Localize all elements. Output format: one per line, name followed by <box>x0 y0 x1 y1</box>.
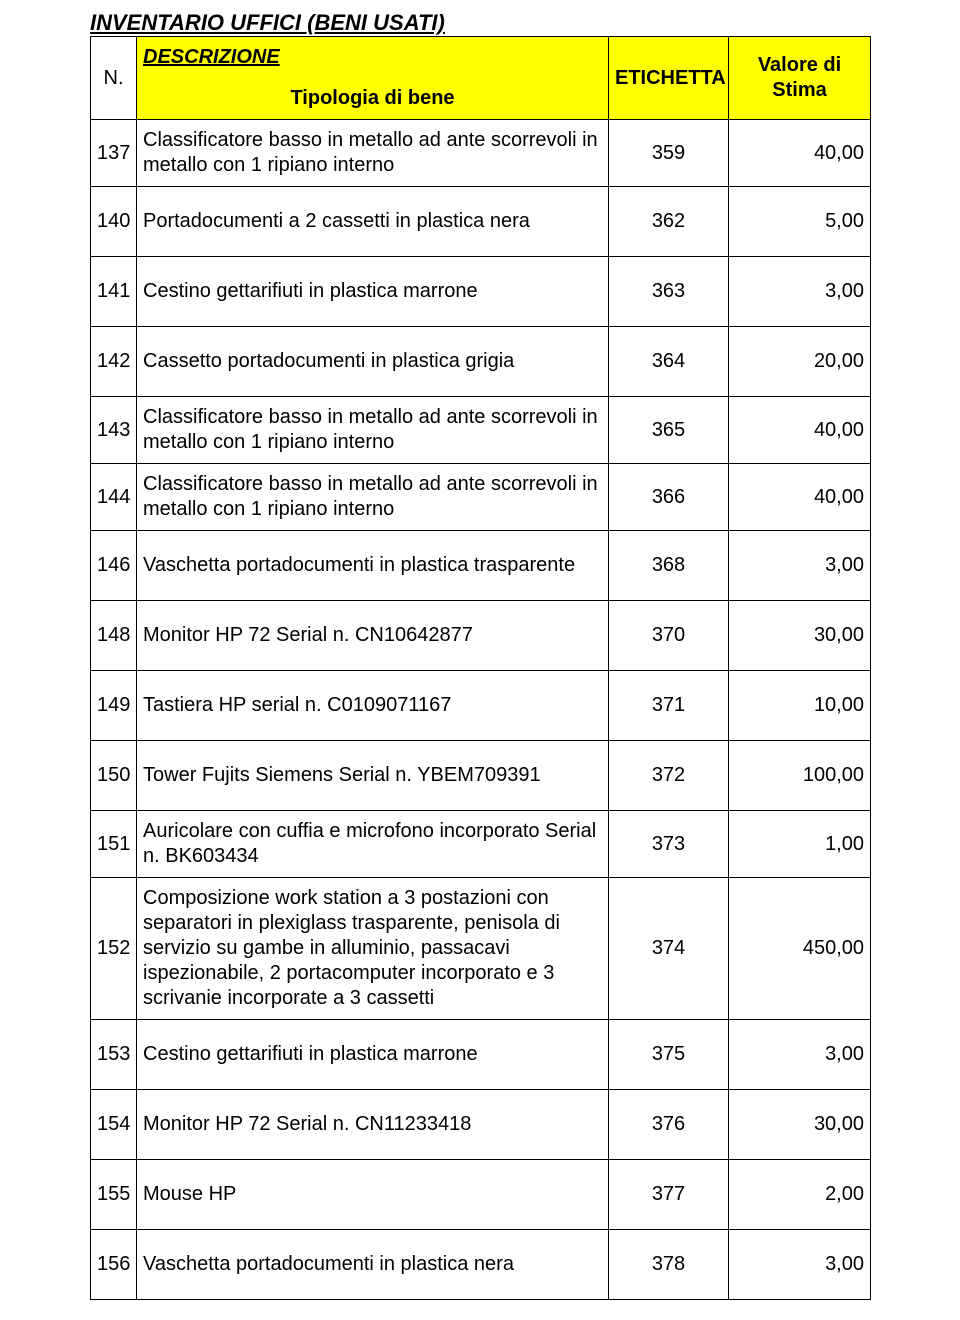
cell-desc: Cestino gettarifiuti in plastica marrone <box>137 257 609 327</box>
cell-desc: Cassetto portadocumenti in plastica grig… <box>137 327 609 397</box>
cell-desc: Monitor HP 72 Serial n. CN11233418 <box>137 1090 609 1160</box>
table-row: 137Classificatore basso in metallo ad an… <box>91 120 871 187</box>
cell-n: 152 <box>91 878 137 1020</box>
header-valore: Valore di Stima <box>729 37 871 120</box>
cell-etichetta: 375 <box>609 1020 729 1090</box>
page: INVENTARIO UFFICI (BENI USATI) N. DESCRI… <box>0 0 960 1320</box>
cell-etichetta: 364 <box>609 327 729 397</box>
cell-desc: Cestino gettarifiuti in plastica marrone <box>137 1020 609 1090</box>
cell-etichetta: 359 <box>609 120 729 187</box>
header-etichetta: ETICHETTA <box>609 37 729 120</box>
cell-etichetta: 366 <box>609 464 729 531</box>
cell-valore: 30,00 <box>729 1090 871 1160</box>
table-row: 155Mouse HP3772,00 <box>91 1160 871 1230</box>
cell-desc: Tastiera HP serial n. C0109071167 <box>137 671 609 741</box>
header-row-1: N. DESCRIZIONE ETICHETTA Valore di Stima <box>91 37 871 79</box>
cell-valore: 3,00 <box>729 1020 871 1090</box>
table-row: 140Portadocumenti a 2 cassetti in plasti… <box>91 187 871 257</box>
cell-valore: 100,00 <box>729 741 871 811</box>
table-row: 154Monitor HP 72 Serial n. CN11233418376… <box>91 1090 871 1160</box>
cell-valore: 1,00 <box>729 811 871 878</box>
cell-desc: Vaschetta portadocumenti in plastica ner… <box>137 1230 609 1300</box>
table-row: 141Cestino gettarifiuti in plastica marr… <box>91 257 871 327</box>
table-row: 144Classificatore basso in metallo ad an… <box>91 464 871 531</box>
cell-n: 149 <box>91 671 137 741</box>
cell-etichetta: 371 <box>609 671 729 741</box>
cell-etichetta: 365 <box>609 397 729 464</box>
table-row: 151Auricolare con cuffia e microfono inc… <box>91 811 871 878</box>
cell-desc: Classificatore basso in metallo ad ante … <box>137 397 609 464</box>
cell-valore: 40,00 <box>729 464 871 531</box>
cell-desc: Classificatore basso in metallo ad ante … <box>137 120 609 187</box>
cell-etichetta: 376 <box>609 1090 729 1160</box>
cell-valore: 3,00 <box>729 1230 871 1300</box>
cell-n: 150 <box>91 741 137 811</box>
cell-desc: Monitor HP 72 Serial n. CN10642877 <box>137 601 609 671</box>
cell-etichetta: 363 <box>609 257 729 327</box>
cell-desc: Tower Fujits Siemens Serial n. YBEM70939… <box>137 741 609 811</box>
cell-n: 154 <box>91 1090 137 1160</box>
cell-etichetta: 372 <box>609 741 729 811</box>
cell-valore: 30,00 <box>729 601 871 671</box>
cell-desc: Classificatore basso in metallo ad ante … <box>137 464 609 531</box>
cell-desc: Vaschetta portadocumenti in plastica tra… <box>137 531 609 601</box>
table-row: 149Tastiera HP serial n. C01090711673711… <box>91 671 871 741</box>
cell-n: 144 <box>91 464 137 531</box>
table-row: 143Classificatore basso in metallo ad an… <box>91 397 871 464</box>
cell-etichetta: 374 <box>609 878 729 1020</box>
cell-n: 142 <box>91 327 137 397</box>
cell-etichetta: 377 <box>609 1160 729 1230</box>
header-desc-top: DESCRIZIONE <box>137 37 609 79</box>
cell-n: 146 <box>91 531 137 601</box>
cell-n: 137 <box>91 120 137 187</box>
cell-valore: 40,00 <box>729 120 871 187</box>
header-n: N. <box>91 37 137 120</box>
cell-valore: 2,00 <box>729 1160 871 1230</box>
cell-etichetta: 368 <box>609 531 729 601</box>
table-row: 156Vaschetta portadocumenti in plastica … <box>91 1230 871 1300</box>
cell-n: 148 <box>91 601 137 671</box>
cell-n: 143 <box>91 397 137 464</box>
cell-n: 155 <box>91 1160 137 1230</box>
cell-valore: 3,00 <box>729 257 871 327</box>
inventory-table: N. DESCRIZIONE ETICHETTA Valore di Stima… <box>90 36 871 1300</box>
cell-desc: Composizione work station a 3 postazioni… <box>137 878 609 1020</box>
cell-valore: 20,00 <box>729 327 871 397</box>
cell-desc: Auricolare con cuffia e microfono incorp… <box>137 811 609 878</box>
cell-valore: 10,00 <box>729 671 871 741</box>
cell-etichetta: 378 <box>609 1230 729 1300</box>
cell-valore: 5,00 <box>729 187 871 257</box>
table-row: 153Cestino gettarifiuti in plastica marr… <box>91 1020 871 1090</box>
page-title: INVENTARIO UFFICI (BENI USATI) <box>90 10 870 36</box>
cell-n: 153 <box>91 1020 137 1090</box>
cell-n: 141 <box>91 257 137 327</box>
cell-n: 156 <box>91 1230 137 1300</box>
cell-valore: 450,00 <box>729 878 871 1020</box>
table-row: 148Monitor HP 72 Serial n. CN10642877370… <box>91 601 871 671</box>
cell-n: 140 <box>91 187 137 257</box>
cell-n: 151 <box>91 811 137 878</box>
cell-valore: 3,00 <box>729 531 871 601</box>
cell-desc: Portadocumenti a 2 cassetti in plastica … <box>137 187 609 257</box>
header-desc-bottom: Tipologia di bene <box>137 78 609 120</box>
table-row: 152Composizione work station a 3 postazi… <box>91 878 871 1020</box>
cell-valore: 40,00 <box>729 397 871 464</box>
table-row: 150Tower Fujits Siemens Serial n. YBEM70… <box>91 741 871 811</box>
cell-etichetta: 362 <box>609 187 729 257</box>
cell-etichetta: 373 <box>609 811 729 878</box>
table-row: 146Vaschetta portadocumenti in plastica … <box>91 531 871 601</box>
cell-desc: Mouse HP <box>137 1160 609 1230</box>
cell-etichetta: 370 <box>609 601 729 671</box>
table-row: 142Cassetto portadocumenti in plastica g… <box>91 327 871 397</box>
